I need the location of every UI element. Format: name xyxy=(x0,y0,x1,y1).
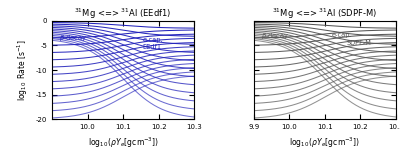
Text: e-cap.: e-cap. xyxy=(332,32,353,38)
Title: $^{31}$Mg <=> $^{31}$Al (SDPF-M): $^{31}$Mg <=> $^{31}$Al (SDPF-M) xyxy=(272,7,377,21)
Title: $^{31}$Mg <=> $^{31}$Al (EEdf1): $^{31}$Mg <=> $^{31}$Al (EEdf1) xyxy=(74,7,172,21)
Text: $\beta$-decay: $\beta$-decay xyxy=(59,33,88,43)
Text: e-cap.: e-cap. xyxy=(143,37,163,43)
Text: SDPF-M: SDPF-M xyxy=(346,40,371,47)
X-axis label: $\log_{10}(\rho Y_e$[gcm$^{-3}$]): $\log_{10}(\rho Y_e$[gcm$^{-3}$]) xyxy=(290,136,360,150)
Text: $\beta$-decay: $\beta$-decay xyxy=(261,31,289,41)
Text: EEdf1: EEdf1 xyxy=(143,44,162,50)
Y-axis label: $\log_{10}$ Rate [s$^{-1}$]: $\log_{10}$ Rate [s$^{-1}$] xyxy=(16,39,30,101)
X-axis label: $\log_{10}(\rho Y_e$[gcm$^{-3}$]): $\log_{10}(\rho Y_e$[gcm$^{-3}$]) xyxy=(88,136,158,150)
